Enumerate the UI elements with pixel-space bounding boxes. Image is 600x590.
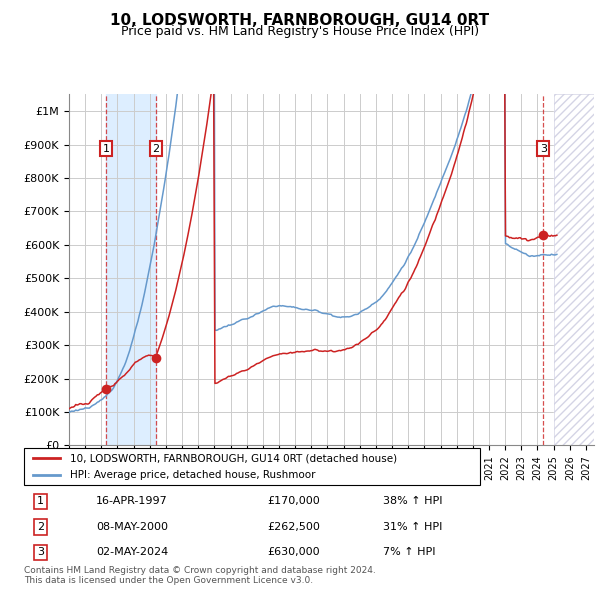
- Text: 38% ↑ HPI: 38% ↑ HPI: [383, 496, 442, 506]
- Text: 2: 2: [37, 522, 44, 532]
- Text: Contains HM Land Registry data © Crown copyright and database right 2024.: Contains HM Land Registry data © Crown c…: [24, 566, 376, 575]
- Text: 08-MAY-2000: 08-MAY-2000: [96, 522, 168, 532]
- Text: 7% ↑ HPI: 7% ↑ HPI: [383, 548, 436, 558]
- Text: 02-MAY-2024: 02-MAY-2024: [96, 548, 168, 558]
- Text: 16-APR-1997: 16-APR-1997: [96, 496, 167, 506]
- Text: 10, LODSWORTH, FARNBOROUGH, GU14 0RT: 10, LODSWORTH, FARNBOROUGH, GU14 0RT: [110, 13, 490, 28]
- FancyBboxPatch shape: [24, 448, 480, 485]
- Text: HPI: Average price, detached house, Rushmoor: HPI: Average price, detached house, Rush…: [70, 470, 315, 480]
- Text: £262,500: £262,500: [267, 522, 320, 532]
- Bar: [106, 94, 155, 445]
- Text: £630,000: £630,000: [267, 548, 320, 558]
- Text: 10, LODSWORTH, FARNBOROUGH, GU14 0RT (detached house): 10, LODSWORTH, FARNBOROUGH, GU14 0RT (de…: [70, 453, 397, 463]
- Text: Price paid vs. HM Land Registry's House Price Index (HPI): Price paid vs. HM Land Registry's House …: [121, 25, 479, 38]
- Text: 1: 1: [103, 144, 109, 154]
- Bar: [554, 94, 594, 445]
- Text: This data is licensed under the Open Government Licence v3.0.: This data is licensed under the Open Gov…: [24, 576, 313, 585]
- Text: 3: 3: [540, 144, 547, 154]
- Text: 31% ↑ HPI: 31% ↑ HPI: [383, 522, 442, 532]
- Text: 3: 3: [37, 548, 44, 558]
- Bar: [554, 94, 594, 445]
- Text: 1: 1: [37, 496, 44, 506]
- Text: 2: 2: [152, 144, 159, 154]
- Text: £170,000: £170,000: [267, 496, 320, 506]
